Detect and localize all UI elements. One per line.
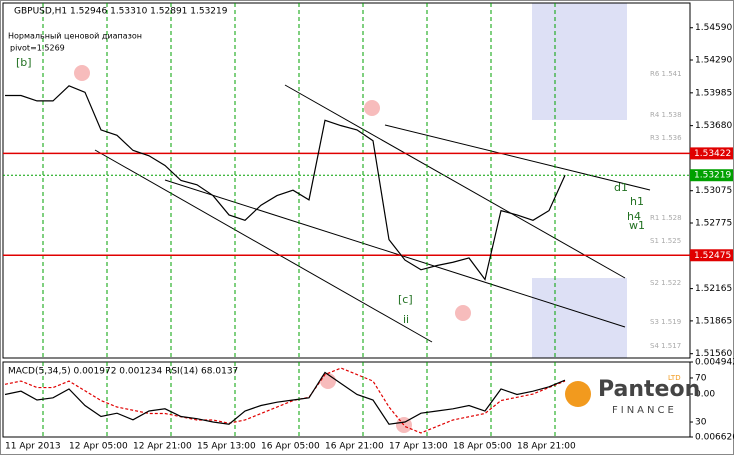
- annotation: d1: [614, 181, 628, 194]
- annotation: h4: [627, 210, 641, 223]
- annotation: S2 1.522: [650, 279, 681, 287]
- series-line: [4, 367, 566, 434]
- annotation: R4 1.538: [650, 111, 682, 119]
- x-tick-label: 12 Apr 21:00: [133, 442, 192, 452]
- x-tick-label: 15 Apr 13:00: [197, 442, 256, 452]
- annotation: R6 1.541: [650, 70, 682, 78]
- logo-badge: LTD: [668, 374, 681, 382]
- indicator-frame: [2, 361, 691, 438]
- y-tick-label: 1.52775: [695, 218, 732, 228]
- y-tick-label: 1.54290: [695, 56, 732, 66]
- x-tick-label: 18 Apr 05:00: [453, 442, 512, 452]
- y2-tick-label: 70: [695, 373, 707, 383]
- level-label: 1.53422: [694, 149, 731, 159]
- annotation: pivot=1.5269: [10, 44, 65, 53]
- level-label: 1.52475: [694, 251, 731, 261]
- last-price-tag: [690, 169, 733, 182]
- logo-sub: FINANCE: [612, 405, 677, 416]
- annotation: S4 1.517: [650, 342, 681, 350]
- series-line: [4, 371, 566, 425]
- annotation: S3 1.519: [650, 318, 681, 326]
- y-tick-label: 1.53985: [695, 88, 732, 98]
- annotation: S1 1.525: [650, 237, 681, 245]
- y-tick-label: 1.51560: [695, 349, 732, 359]
- annotation: w1: [629, 219, 645, 232]
- last-price-label: 1.53219: [694, 171, 731, 181]
- annotation: R1 1.528: [650, 214, 682, 222]
- annotation: R3 1.536: [650, 134, 682, 142]
- level-tag: [690, 249, 733, 262]
- x-tick-label: 16 Apr 05:00: [261, 442, 320, 452]
- y-tick-label: 1.54590: [695, 23, 732, 33]
- x-tick-label: 17 Apr 13:00: [389, 442, 448, 452]
- y-tick-label: 1.53075: [695, 186, 732, 196]
- y2-tick-label: 30: [695, 418, 707, 428]
- annotation: h1: [630, 195, 644, 208]
- channel-lines: [94, 84, 651, 343]
- y-tick-label: 0.00: [695, 390, 715, 400]
- annotation: [c]: [398, 293, 413, 306]
- series-line: [5, 85, 566, 281]
- y-tick-label: 0.006626: [695, 433, 734, 443]
- x-tick-label: 11 Apr 2013: [5, 442, 61, 452]
- chart-title: GBPUSD,H1 1.52946 1.53310 1.52891 1.5321…: [14, 7, 228, 17]
- logo-name: Panteon: [598, 377, 700, 402]
- pivot-zone: [532, 278, 627, 358]
- indicator-title: MACD(5,34,5) 0.001972 0.001234 RSI(14) 6…: [8, 367, 238, 377]
- pivot-zone: [532, 3, 627, 120]
- y-tick-label: 1.51865: [695, 316, 732, 326]
- y-tick-label: 1.53680: [695, 121, 732, 131]
- y-tick-label: 1.52165: [695, 284, 732, 294]
- annotation: [b]: [16, 56, 32, 69]
- level-tag: [690, 147, 733, 160]
- annotation: ii: [403, 313, 409, 326]
- y-tick-label: 0.004942: [695, 358, 734, 368]
- logo: Panteon FINANCE LTD: [565, 374, 700, 416]
- annotation: Нормальный ценовой диапазон: [8, 32, 142, 41]
- x-tick-label: 16 Apr 21:00: [325, 442, 384, 452]
- x-tick-label: 18 Apr 21:00: [517, 442, 576, 452]
- x-tick-label: 12 Apr 05:00: [69, 442, 128, 452]
